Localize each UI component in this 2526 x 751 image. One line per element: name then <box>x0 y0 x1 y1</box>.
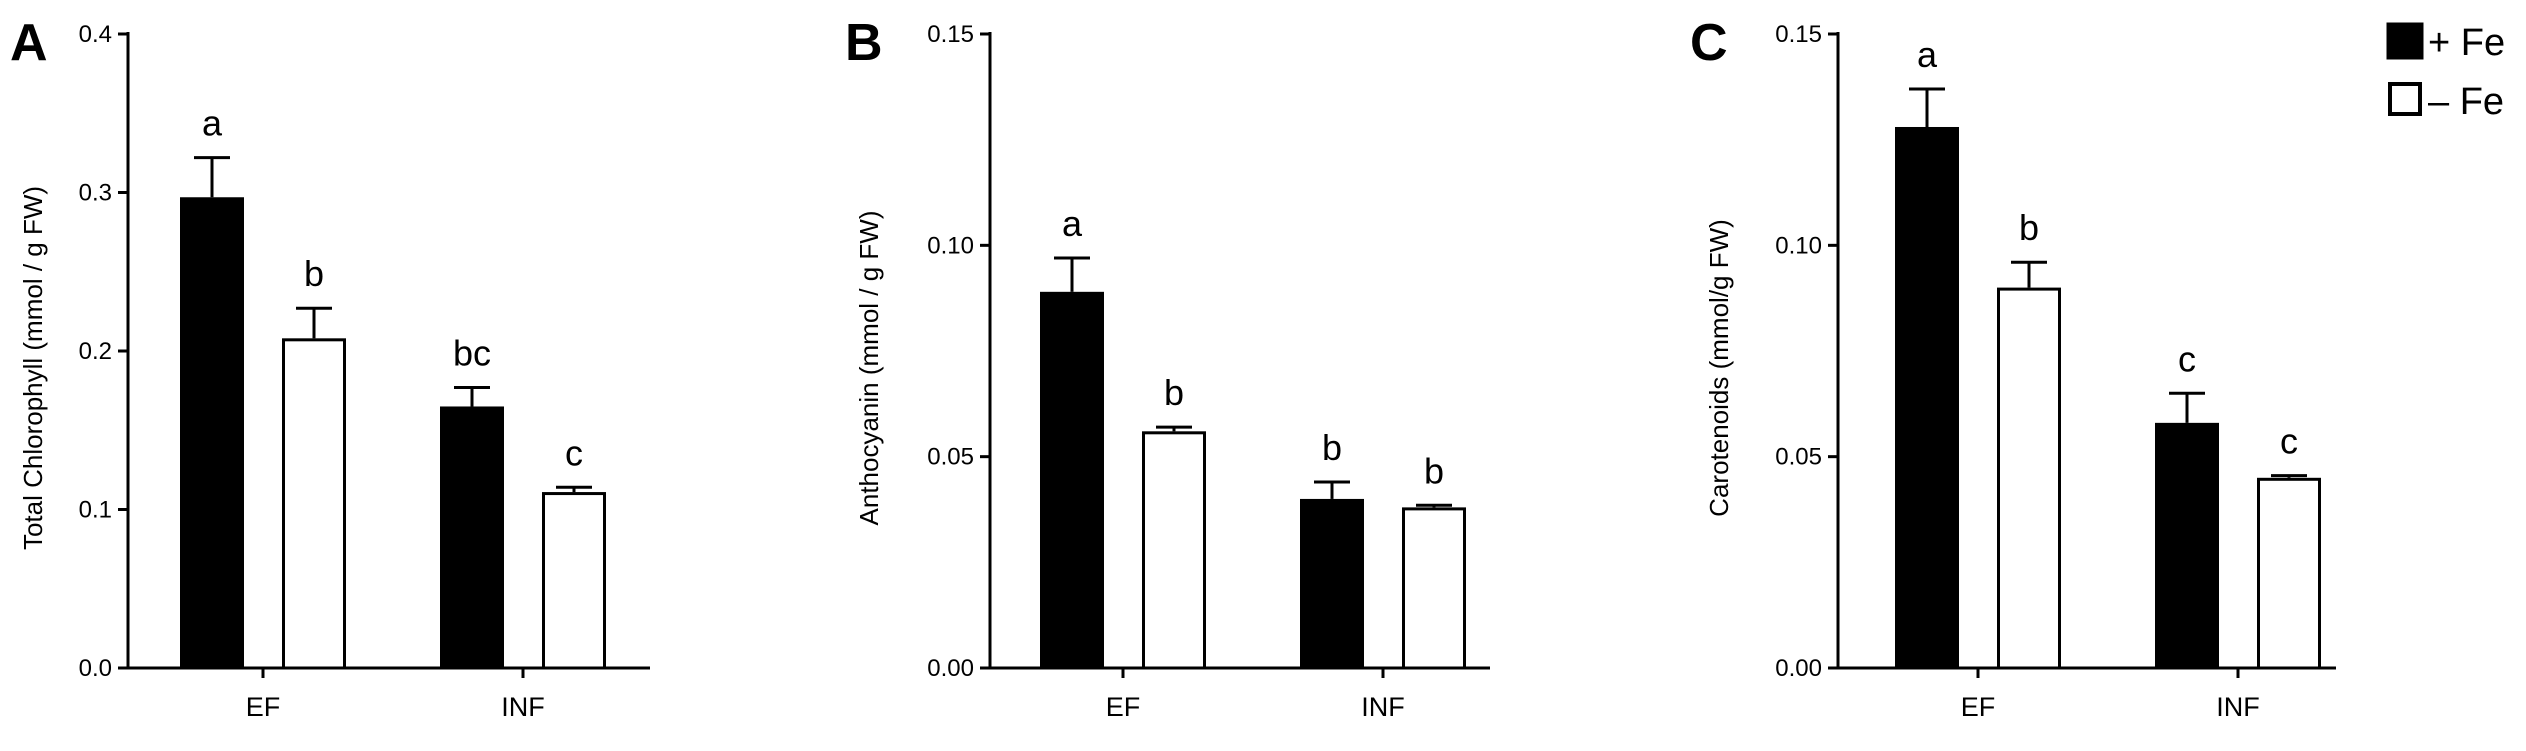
x-tick-label-a: INF <box>501 692 545 722</box>
x-tick-label-c: EF <box>1961 692 1996 722</box>
significance-letter-b: b <box>1322 427 1342 468</box>
legend-label-minus-fe: – Fe <box>2428 81 2504 123</box>
legend: + Fe – Fe <box>2386 22 2505 123</box>
significance-letter-c: b <box>2019 207 2039 248</box>
y-tick-label-a: 0.3 <box>79 180 112 207</box>
significance-letter-a: a <box>202 103 223 144</box>
significance-letter-c: c <box>2280 421 2298 462</box>
y-tick-label-b: 0.05 <box>927 444 974 471</box>
bar-c-ef-plus-fe <box>1895 126 1959 668</box>
significance-letter-b: b <box>1424 450 1444 491</box>
bar-a-inf-plus-fe <box>440 406 504 668</box>
x-tick-label-b: INF <box>1361 692 1405 722</box>
x-tick-label-b: EF <box>1106 692 1141 722</box>
legend-label-plus-fe: + Fe <box>2428 22 2505 64</box>
bar-a-inf-minus-fe <box>542 492 606 670</box>
panel-b: B Anthocyanin (mmol / g FW) 0.00 0.05 0.10… <box>845 14 1490 722</box>
bar-b-ef-minus-fe <box>1142 431 1206 670</box>
bar-b-inf-minus-fe <box>1402 507 1466 670</box>
significance-letter-a: c <box>565 432 583 473</box>
y-axis-label-b: Anthocyanin (mmol / g FW) <box>854 211 884 526</box>
significance-letter-b: b <box>1164 372 1184 413</box>
bar-a-ef-minus-fe <box>282 338 346 670</box>
bar-c-inf-plus-fe <box>2155 422 2219 668</box>
y-axis-label-a: Total Chlorophyll (mmol / g FW) <box>18 186 48 550</box>
panel-letter-b: B <box>845 14 883 72</box>
bar-a-ef-plus-fe <box>180 197 244 668</box>
bar-c-ef-minus-fe <box>1997 287 2061 670</box>
x-tick-label-c: INF <box>2216 692 2260 722</box>
y-tick-label-b: 0.15 <box>927 21 974 48</box>
panel-letter-c: C <box>1690 14 1728 72</box>
y-tick-label-b: 0.00 <box>927 655 974 682</box>
legend-swatch-minus-fe <box>2388 82 2422 116</box>
panel-a: A Total Chlorophyll (mmol / g FW) 0.0 0.1… <box>10 14 650 722</box>
y-axis-label-c: Carotenoids (mmol/g FW) <box>1704 219 1734 517</box>
y-tick-label-c: 0.00 <box>1775 655 1822 682</box>
bar-b-inf-plus-fe <box>1300 498 1364 668</box>
y-tick-label-b: 0.10 <box>927 232 974 259</box>
x-tick-label-a: EF <box>246 692 281 722</box>
panel-letter-a: A <box>10 14 48 72</box>
y-tick-label-c: 0.15 <box>1775 21 1822 48</box>
y-tick-label-a: 0.4 <box>79 21 112 48</box>
y-tick-label-c: 0.10 <box>1775 232 1822 259</box>
significance-letter-a: bc <box>453 332 491 373</box>
panel-c: C Carotenoids (mmol/g FW) 0.00 0.05 0.10 0.… <box>1690 14 2336 722</box>
significance-letter-b: a <box>1062 203 1083 244</box>
y-tick-label-a: 0.1 <box>79 497 112 524</box>
y-tick-label-c: 0.05 <box>1775 444 1822 471</box>
significance-letter-c: c <box>2178 338 2196 379</box>
significance-letter-a: b <box>304 253 324 294</box>
y-tick-label-a: 0.0 <box>79 655 112 682</box>
y-tick-label-a: 0.2 <box>79 338 112 365</box>
legend-swatch-plus-fe <box>2386 22 2424 60</box>
significance-letter-c: a <box>1917 34 1938 75</box>
bar-b-ef-plus-fe <box>1040 291 1104 668</box>
bar-c-inf-minus-fe <box>2257 477 2321 670</box>
